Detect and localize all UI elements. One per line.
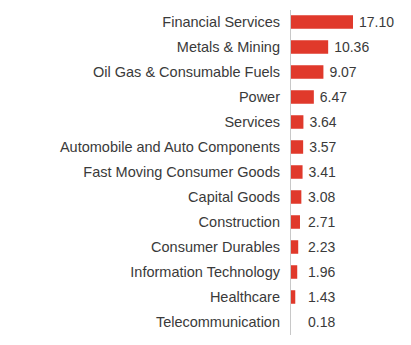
category-label: Metals & Mining xyxy=(177,39,280,55)
data-label: 2.23 xyxy=(308,239,335,255)
bar xyxy=(290,40,328,54)
category-label: Automobile and Auto Components xyxy=(60,139,280,155)
category-axis: Financial Services Metals & Mining Oil Gas… xyxy=(60,10,291,335)
tick: Healthcare xyxy=(210,289,290,305)
bar xyxy=(290,140,303,154)
category-label: Oil Gas & Consumable Fuels xyxy=(93,64,280,80)
bar xyxy=(290,90,314,104)
category-label: Fast Moving Consumer Goods xyxy=(83,164,280,180)
data-label: 0.18 xyxy=(308,314,335,330)
tick: Oil Gas & Consumable Fuels xyxy=(93,64,290,80)
tick: Capital Goods xyxy=(188,189,290,205)
category-label: Financial Services xyxy=(162,14,280,30)
tick: Telecommunication xyxy=(156,314,290,330)
tick: Consumer Durables xyxy=(151,239,290,255)
category-label: Construction xyxy=(199,214,280,230)
category-label: Power xyxy=(239,89,280,105)
category-label: Healthcare xyxy=(210,289,280,305)
tick: Metals & Mining xyxy=(177,39,290,55)
data-label: 6.47 xyxy=(320,89,347,105)
category-label: Consumer Durables xyxy=(151,239,280,255)
tick: Financial Services xyxy=(162,14,290,30)
data-labels: 17.10 10.36 9.07 6.47 3.64 3.57 3.41 3.08 2.71 2.… xyxy=(308,14,394,330)
axis-line xyxy=(290,10,291,335)
data-label: 3.57 xyxy=(309,139,336,155)
bar xyxy=(290,65,323,79)
tick: Services xyxy=(224,114,290,130)
bar xyxy=(290,115,303,129)
data-label: 2.71 xyxy=(308,214,335,230)
category-label: Services xyxy=(224,114,280,130)
bar xyxy=(290,165,303,179)
tick: Power xyxy=(239,89,290,105)
data-label: 10.36 xyxy=(334,39,369,55)
category-label: Telecommunication xyxy=(156,314,280,330)
bar xyxy=(290,215,300,229)
tick: Information Technology xyxy=(130,264,290,280)
tick: Automobile and Auto Components xyxy=(60,139,290,155)
data-label: 3.08 xyxy=(308,189,335,205)
bars xyxy=(290,15,353,329)
category-label: Information Technology xyxy=(130,264,280,280)
bar xyxy=(290,190,301,204)
data-label: 1.43 xyxy=(308,289,335,305)
tick: Construction xyxy=(199,214,290,230)
bar xyxy=(290,240,298,254)
data-label: 3.41 xyxy=(309,164,336,180)
tick: Fast Moving Consumer Goods xyxy=(83,164,290,180)
bar xyxy=(290,15,353,29)
data-label: 17.10 xyxy=(359,14,394,30)
data-label: 3.64 xyxy=(309,114,336,130)
data-label: 1.96 xyxy=(308,264,335,280)
bar xyxy=(290,265,297,279)
data-label: 9.07 xyxy=(329,64,356,80)
category-label: Capital Goods xyxy=(188,189,280,205)
chart: Financial Services Metals & Mining Oil Gas… xyxy=(0,0,411,345)
